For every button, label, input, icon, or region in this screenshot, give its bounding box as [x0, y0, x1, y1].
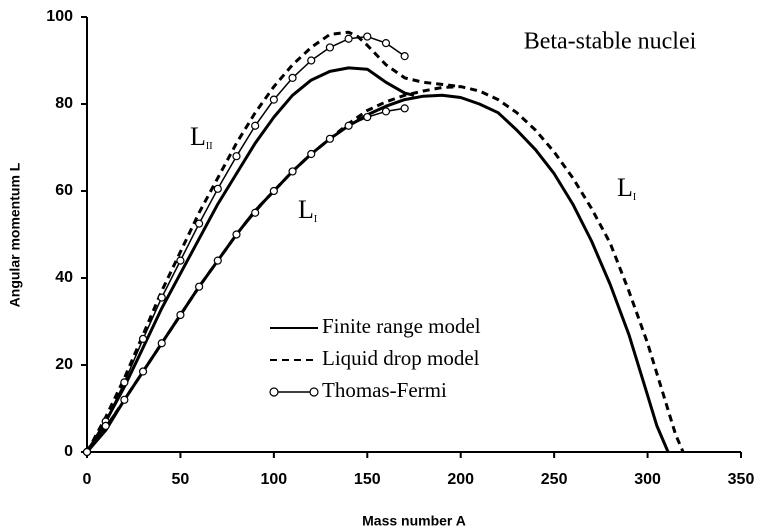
y-tick-label: 60 — [55, 182, 73, 199]
marker — [251, 121, 260, 130]
marker — [157, 293, 166, 302]
y-tick-label: 20 — [55, 356, 73, 373]
marker — [400, 104, 409, 113]
marker — [288, 73, 297, 83]
marker — [269, 95, 278, 104]
annotation-subscript: I — [314, 214, 317, 225]
marker — [213, 256, 222, 265]
marker — [195, 282, 204, 291]
marker — [381, 38, 391, 48]
marker — [325, 134, 335, 143]
x-tick-label: 150 — [354, 471, 381, 488]
y-tick-label: 0 — [64, 443, 73, 460]
marker — [232, 152, 241, 161]
marker — [344, 34, 353, 43]
line — [85, 66, 415, 453]
annotation: LI — [298, 195, 317, 225]
annotation-subscript: II — [206, 141, 213, 152]
marker — [381, 107, 391, 116]
y-tick-label: 80 — [55, 95, 73, 112]
chart-title: Beta-stable nuclei — [524, 29, 697, 55]
x-tick-label: 250 — [541, 471, 568, 488]
x-tick-label: 0 — [83, 471, 92, 488]
marker — [307, 149, 316, 159]
x-axis-label: Mass number A — [362, 513, 466, 529]
marker — [120, 378, 129, 387]
x-tick-label: 100 — [261, 471, 288, 488]
marker — [101, 421, 110, 430]
y-tick-label: 100 — [46, 8, 73, 25]
marker — [288, 167, 297, 176]
marker — [138, 334, 148, 343]
marker — [363, 112, 372, 122]
annotation-text: L — [190, 122, 206, 151]
y-tick-label: 40 — [55, 269, 73, 286]
marker — [82, 447, 92, 457]
x-tick-label: 200 — [447, 471, 474, 488]
marker — [195, 219, 204, 228]
y-axis-label: Angular momentum L — [7, 162, 23, 307]
legend-marker — [309, 387, 319, 397]
marker — [400, 52, 409, 61]
marker — [120, 395, 129, 404]
annotation-subscript: I — [633, 192, 636, 203]
marker — [213, 184, 222, 193]
marker — [325, 43, 335, 52]
legend-label: Finite range model — [322, 314, 481, 338]
marker — [307, 56, 316, 65]
annotation-text: L — [617, 173, 633, 202]
legend-label: Thomas-Fermi — [322, 378, 447, 402]
marker — [157, 339, 166, 348]
annotation: LI — [617, 173, 636, 203]
marker — [232, 230, 241, 239]
annotation: LII — [190, 122, 213, 152]
marker — [251, 208, 260, 217]
annotation-text: L — [298, 195, 314, 224]
legend-label: Liquid drop model — [322, 346, 480, 370]
x-tick-label: 350 — [728, 471, 755, 488]
legend-marker — [269, 387, 279, 397]
x-tick-label: 300 — [634, 471, 661, 488]
marker — [138, 367, 148, 376]
marker — [363, 32, 372, 41]
x-tick-label: 50 — [172, 471, 190, 488]
marker — [344, 121, 353, 130]
marker — [176, 310, 185, 320]
marker — [176, 256, 185, 265]
line — [85, 30, 461, 453]
marker — [269, 186, 278, 196]
